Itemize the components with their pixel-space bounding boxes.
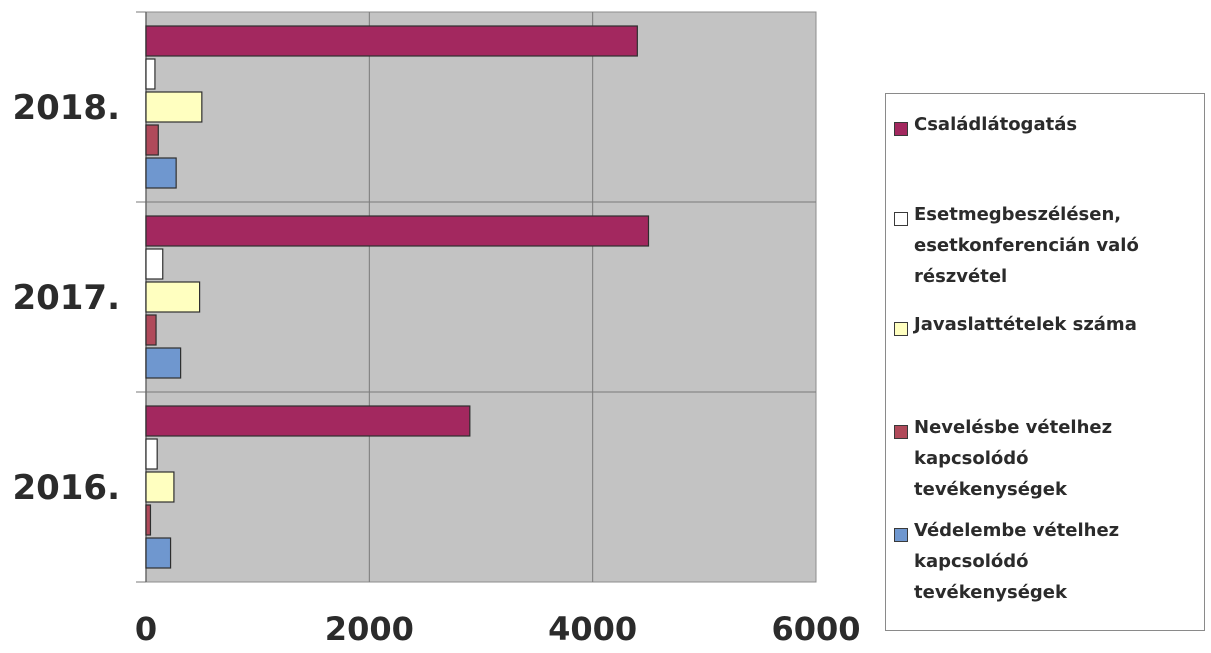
bar-2018-series-5 (145, 157, 177, 189)
legend-label-line: kapcsolódó (914, 551, 1029, 572)
legend-label-line: Esetmegbeszélésen, (914, 204, 1122, 225)
legend-swatch (894, 425, 908, 439)
plot-area (145, 11, 817, 583)
bar-2016-series-3 (145, 471, 175, 503)
bar-2017-series-4 (145, 314, 157, 346)
y-tick-label: 2017. (12, 278, 120, 318)
legend-label-line: kapcsolódó (914, 448, 1029, 469)
legend-label-line: Nevelésbe vételhez (914, 417, 1113, 438)
legend-swatch (894, 322, 908, 336)
legend-swatch (894, 212, 908, 226)
bar-2017-series-2 (145, 248, 164, 280)
x-tick-label: 4000 (548, 610, 637, 648)
legend-item: Esetmegbeszélésen, esetkonferencián való r… (894, 204, 1194, 292)
bar-2016-series-4 (145, 504, 152, 536)
legend-label-line: esetkonferencián való (914, 235, 1139, 256)
bar-2017-series-1 (145, 215, 650, 247)
bar-2016-series-2 (145, 438, 158, 470)
bar-2018-series-1 (145, 25, 638, 57)
legend-label: Védelembe vételhez kapcsolódó tevékenysége… (914, 515, 1119, 608)
bar-2018-series-4 (145, 124, 159, 156)
legend-label-line: Védelembe vételhez (914, 520, 1120, 541)
legend-label: Javaslattételek száma (914, 309, 1137, 340)
legend-label: Családlátogatás (914, 109, 1077, 140)
bar-2017-series-3 (145, 281, 201, 313)
x-tick-label: 6000 (771, 610, 860, 648)
legend-label: Esetmegbeszélésen, esetkonferencián való r… (914, 199, 1139, 292)
legend-item: Védelembe vételhez kapcsolódó tevékenysége… (894, 520, 1194, 608)
y-tick-label: 2016. (12, 468, 120, 508)
bar-2018-series-3 (145, 91, 203, 123)
bar-2018-series-2 (145, 58, 156, 90)
bar-chart: 2016. 2017. 2018. 0 2000 4000 6000 (12, 11, 860, 648)
legend-swatch (894, 122, 908, 136)
legend-item: Nevelésbe vételhez kapcsolódó tevékenysége… (894, 417, 1194, 505)
x-tick-label: 0 (135, 610, 157, 648)
x-tick-label: 2000 (325, 610, 414, 648)
bar-2016-series-1 (145, 405, 471, 437)
legend-item: Javaslattételek száma (894, 314, 1194, 340)
legend-label-line: részvétel (914, 266, 1008, 287)
bar-2016-series-5 (145, 537, 172, 569)
chart-legend: Családlátogatás Esetmegbeszélésen, esetkon… (885, 93, 1205, 631)
bar-2017-series-5 (145, 347, 182, 379)
y-tick-label: 2018. (12, 88, 120, 128)
legend-label-line: tevékenységek (914, 582, 1067, 603)
legend-swatch (894, 528, 908, 542)
legend-label-line: Családlátogatás (914, 114, 1078, 135)
legend-item: Családlátogatás (894, 114, 1194, 140)
legend-label-line: tevékenységek (914, 479, 1067, 500)
legend-label: Nevelésbe vételhez kapcsolódó tevékenysége… (914, 412, 1112, 505)
legend-label-line: Javaslattételek száma (914, 314, 1137, 335)
